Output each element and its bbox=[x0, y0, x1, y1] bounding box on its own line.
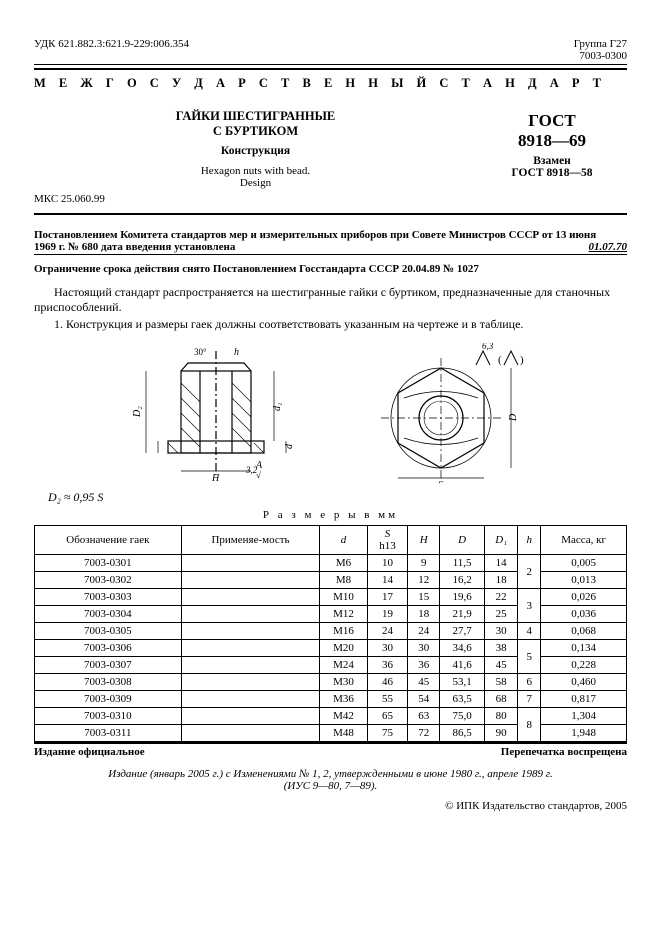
table-row: 7003-0303М10171519,62230,026 bbox=[35, 589, 627, 606]
udc-code: УДК 621.882.3:621.9-229:006.354 bbox=[34, 38, 189, 62]
decree-line-2: 1969 г. № 680 дата введения установлена bbox=[34, 241, 235, 253]
title-subtitle: Конструкция bbox=[34, 145, 477, 157]
table-header-row: Обозначение гаек Применяе-мость d Sh13 H… bbox=[35, 526, 627, 555]
rule-thin bbox=[34, 64, 627, 65]
header-row: УДК 621.882.3:621.9-229:006.354 Группа Г… bbox=[34, 38, 627, 62]
dimensions-table: Обозначение гаек Применяе-мость d Sh13 H… bbox=[34, 525, 627, 742]
decree-date: 01.07.70 bbox=[589, 241, 628, 253]
rule-thick-2 bbox=[34, 213, 627, 215]
svg-text:√: √ bbox=[256, 470, 261, 480]
gost-label: ГОСТ bbox=[477, 111, 627, 131]
title-en-2: Design bbox=[34, 177, 477, 189]
copyright: © ИПК Издательство стандартов, 2005 bbox=[34, 800, 627, 812]
col-D1: D₁ bbox=[485, 526, 518, 555]
title-line-2: С БУРТИКОМ bbox=[34, 124, 477, 139]
formula: D₂ ≈ 0,95 S bbox=[48, 490, 627, 505]
svg-text:D: D bbox=[508, 413, 519, 422]
title-line-1: ГАЙКИ ШЕСТИГРАННЫЕ bbox=[34, 109, 477, 124]
decree-line-1: Постановлением Комитета стандартов мер и… bbox=[34, 229, 627, 241]
restriction-note: Ограничение срока действия снято Постано… bbox=[34, 263, 627, 275]
table-row: 7003-0306М20303034,63850,134 bbox=[35, 640, 627, 657]
svg-text:D₂: D₂ bbox=[132, 406, 143, 418]
gost-number: 8918—69 bbox=[477, 131, 627, 151]
col-d: d bbox=[320, 526, 367, 555]
replace-num: ГОСТ 8918—58 bbox=[477, 167, 627, 179]
svg-text:6,3: 6,3 bbox=[482, 343, 494, 351]
col-applicability: Применяе-мость bbox=[181, 526, 320, 555]
svg-text:30°: 30° bbox=[194, 347, 207, 357]
table-row: 7003-0301М610911,51420,005 bbox=[35, 555, 627, 572]
edition-note: Издание (январь 2005 г.) с Изменениями №… bbox=[34, 768, 627, 792]
rule-thick bbox=[34, 68, 627, 70]
col-mass: Масса, кг bbox=[541, 526, 627, 555]
figure-section-view: D₂ d₁ d H 30° h 3,2 A √ bbox=[126, 343, 306, 483]
figure-area: D₂ d₁ d H 30° h 3,2 A √ bbox=[34, 338, 627, 488]
decree-block: Постановлением Комитета стандартов мер и… bbox=[34, 229, 627, 255]
figure-top-view: D S 6,3 ( ) bbox=[366, 343, 536, 483]
footer-row: Издание официальное Перепечатка воспреще… bbox=[34, 742, 627, 758]
product-code: 7003-0300 bbox=[574, 50, 627, 62]
replace-label: Взамен bbox=[477, 155, 627, 167]
table-row: 7003-0309М36555463,56870,817 bbox=[35, 691, 627, 708]
col-D: D bbox=[440, 526, 485, 555]
svg-text:): ) bbox=[520, 354, 524, 366]
table-row: 7003-0310М42656375,08081,304 bbox=[35, 708, 627, 725]
table-row: 7003-0305М16242427,73040,068 bbox=[35, 623, 627, 640]
col-designation: Обозначение гаек bbox=[35, 526, 182, 555]
footer-left: Издание официальное bbox=[34, 746, 145, 758]
mks-code: МКС 25.060.99 bbox=[34, 193, 627, 205]
svg-text:S: S bbox=[438, 480, 443, 483]
banner-title: М Е Ж Г О С У Д А Р С Т В Е Н Н Ы Й С Т … bbox=[34, 76, 627, 91]
col-s: Sh13 bbox=[367, 526, 408, 555]
col-H: H bbox=[408, 526, 440, 555]
group-code: Группа Г27 bbox=[574, 38, 627, 50]
title-block: ГАЙКИ ШЕСТИГРАННЫЕ С БУРТИКОМ Конструкци… bbox=[34, 109, 627, 189]
svg-text:h: h bbox=[234, 347, 239, 358]
col-h: h bbox=[518, 526, 541, 555]
title-en-1: Hexagon nuts with bead. bbox=[34, 165, 477, 177]
table-caption: Р а з м е р ы в мм bbox=[34, 509, 627, 521]
svg-text:H: H bbox=[211, 473, 220, 483]
svg-text:d₁: d₁ bbox=[272, 403, 283, 411]
footer-right: Перепечатка воспрещена bbox=[501, 746, 627, 758]
body-p1: Настоящий стандарт распространяется на ш… bbox=[34, 285, 627, 315]
svg-text:(: ( bbox=[498, 354, 502, 366]
table-row: 7003-0308М30464553,15860,460 bbox=[35, 674, 627, 691]
body-p2: 1. Конструкция и размеры гаек должны соо… bbox=[34, 317, 627, 332]
header-right: Группа Г27 7003-0300 bbox=[574, 38, 627, 62]
